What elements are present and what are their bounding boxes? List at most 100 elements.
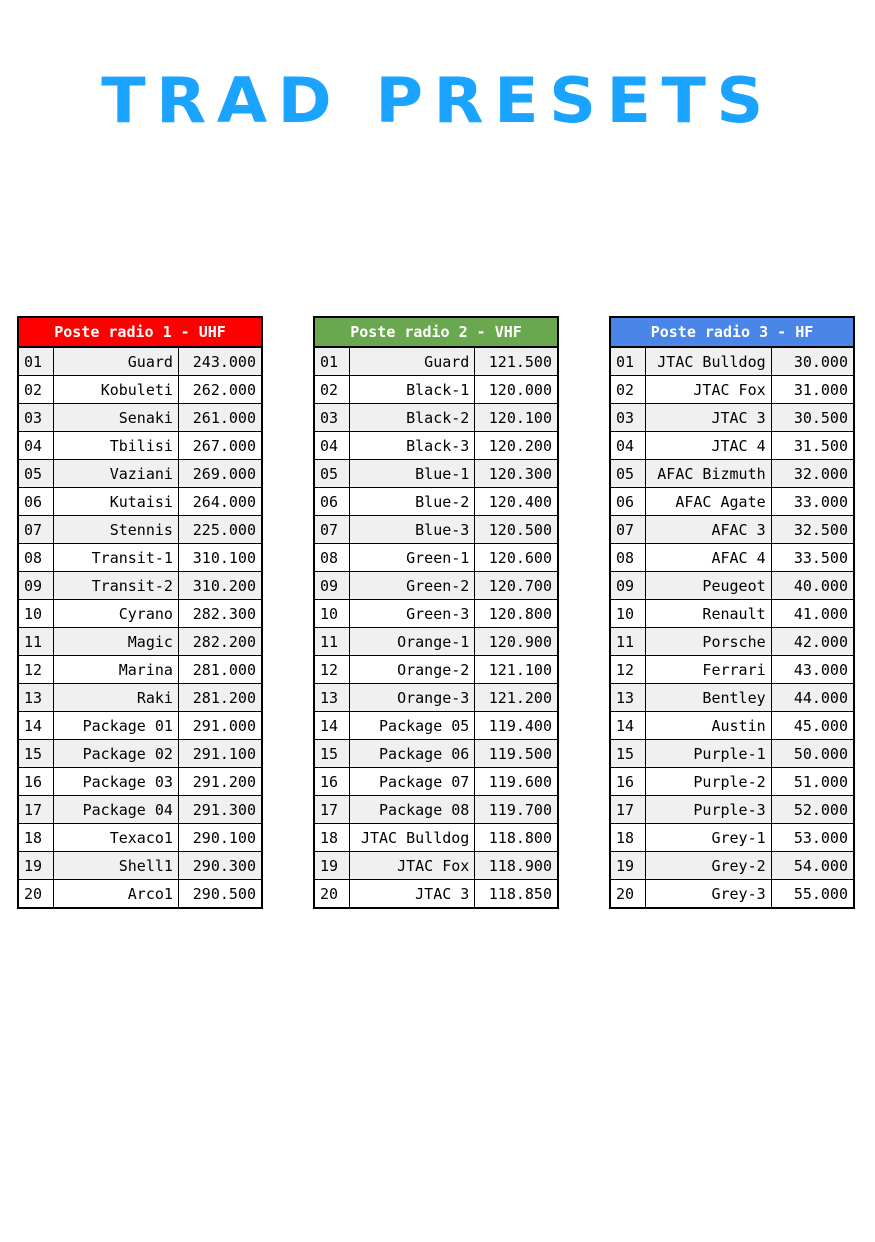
preset-name: Kutaisi bbox=[53, 487, 179, 516]
preset-number: 15 bbox=[17, 739, 55, 768]
preset-number: 01 bbox=[609, 346, 647, 376]
table-row: 09 Peugeot 40.000 bbox=[609, 571, 855, 600]
preset-name: Package 07 bbox=[348, 767, 476, 796]
table-row: 06 AFAC Agate 33.000 bbox=[609, 487, 855, 516]
table-row: 16 Package 03 291.200 bbox=[17, 767, 263, 796]
table-row: 02 JTAC Fox 31.000 bbox=[609, 375, 855, 404]
page-title: TRAD PRESETS bbox=[101, 64, 774, 137]
preset-frequency: 120.700 bbox=[474, 571, 560, 600]
preset-name: Purple-3 bbox=[645, 795, 772, 824]
preset-frequency: 50.000 bbox=[770, 739, 855, 768]
preset-number: 08 bbox=[312, 543, 350, 572]
preset-frequency: 310.200 bbox=[177, 571, 263, 600]
preset-name: Purple-1 bbox=[645, 739, 772, 768]
table-row: 09 Transit-2 310.200 bbox=[17, 571, 263, 600]
table-row: 14 Package 01 291.000 bbox=[17, 711, 263, 740]
preset-frequency: 120.500 bbox=[474, 515, 560, 544]
preset-frequency: 33.000 bbox=[770, 487, 855, 516]
preset-number: 16 bbox=[17, 767, 55, 796]
preset-number: 08 bbox=[609, 543, 647, 572]
preset-number: 08 bbox=[17, 543, 55, 572]
preset-name: Green-1 bbox=[348, 543, 476, 572]
preset-frequency: 54.000 bbox=[770, 851, 855, 880]
preset-number: 09 bbox=[312, 571, 350, 600]
preset-frequency: 118.850 bbox=[474, 879, 560, 909]
table-row: 02 Kobuleti 262.000 bbox=[17, 375, 263, 404]
preset-frequency: 45.000 bbox=[770, 711, 855, 740]
table-row: 11 Orange-1 120.900 bbox=[312, 627, 560, 656]
table-row: 14 Austin 45.000 bbox=[609, 711, 855, 740]
preset-number: 05 bbox=[312, 459, 350, 488]
preset-frequency: 267.000 bbox=[177, 431, 263, 460]
preset-name: JTAC 3 bbox=[645, 403, 772, 432]
preset-name: Shell1 bbox=[53, 851, 179, 880]
preset-frequency: 243.000 bbox=[177, 346, 263, 376]
preset-number: 17 bbox=[17, 795, 55, 824]
table-row: 17 Purple-3 52.000 bbox=[609, 795, 855, 824]
preset-frequency: 120.600 bbox=[474, 543, 560, 572]
preset-number: 19 bbox=[609, 851, 647, 880]
table-row: 04 Tbilisi 267.000 bbox=[17, 431, 263, 460]
preset-frequency: 281.200 bbox=[177, 683, 263, 712]
preset-frequency: 269.000 bbox=[177, 459, 263, 488]
table-row: 05 AFAC Bizmuth 32.000 bbox=[609, 459, 855, 488]
preset-frequency: 41.000 bbox=[770, 599, 855, 628]
table-header: Poste radio 3 - HF bbox=[609, 316, 855, 348]
preset-number: 20 bbox=[312, 879, 350, 909]
preset-number: 06 bbox=[312, 487, 350, 516]
preset-name: Green-2 bbox=[348, 571, 476, 600]
preset-frequency: 290.300 bbox=[177, 851, 263, 880]
preset-number: 13 bbox=[312, 683, 350, 712]
table-row: 04 JTAC 4 31.500 bbox=[609, 431, 855, 460]
preset-name: Black-2 bbox=[348, 403, 476, 432]
preset-name: JTAC 4 bbox=[645, 431, 772, 460]
preset-frequency: 30.500 bbox=[770, 403, 855, 432]
preset-name: Magic bbox=[53, 627, 179, 656]
table-row: 04 Black-3 120.200 bbox=[312, 431, 560, 460]
preset-name: Orange-1 bbox=[348, 627, 476, 656]
preset-number: 11 bbox=[609, 627, 647, 656]
preset-number: 07 bbox=[609, 515, 647, 544]
preset-name: Transit-2 bbox=[53, 571, 179, 600]
table-row: 01 JTAC Bulldog 30.000 bbox=[609, 346, 855, 376]
table-row: 18 Texaco1 290.100 bbox=[17, 823, 263, 852]
preset-frequency: 282.300 bbox=[177, 599, 263, 628]
table-row: 13 Orange-3 121.200 bbox=[312, 683, 560, 712]
preset-frequency: 53.000 bbox=[770, 823, 855, 852]
preset-frequency: 120.800 bbox=[474, 599, 560, 628]
preset-name: Blue-2 bbox=[348, 487, 476, 516]
preset-frequency: 261.000 bbox=[177, 403, 263, 432]
preset-frequency: 264.000 bbox=[177, 487, 263, 516]
preset-name: JTAC Bulldog bbox=[348, 823, 476, 852]
preset-name: Orange-2 bbox=[348, 655, 476, 684]
preset-frequency: 31.500 bbox=[770, 431, 855, 460]
preset-number: 02 bbox=[17, 375, 55, 404]
preset-number: 17 bbox=[609, 795, 647, 824]
preset-number: 12 bbox=[609, 655, 647, 684]
preset-number: 06 bbox=[609, 487, 647, 516]
preset-number: 10 bbox=[609, 599, 647, 628]
preset-name: JTAC Fox bbox=[348, 851, 476, 880]
table-hf: Poste radio 3 - HF 01 JTAC Bulldog 30.000 0… bbox=[609, 316, 855, 909]
preset-name: Grey-2 bbox=[645, 851, 772, 880]
preset-frequency: 291.200 bbox=[177, 767, 263, 796]
preset-frequency: 30.000 bbox=[770, 346, 855, 376]
table-row: 19 Shell1 290.300 bbox=[17, 851, 263, 880]
preset-number: 01 bbox=[312, 346, 350, 376]
preset-name: Austin bbox=[645, 711, 772, 740]
preset-frequency: 42.000 bbox=[770, 627, 855, 656]
preset-number: 13 bbox=[609, 683, 647, 712]
table-row: 08 AFAC 4 33.500 bbox=[609, 543, 855, 572]
table-row: 07 AFAC 3 32.500 bbox=[609, 515, 855, 544]
preset-number: 04 bbox=[17, 431, 55, 460]
table-row: 01 Guard 243.000 bbox=[17, 346, 263, 376]
preset-number: 02 bbox=[312, 375, 350, 404]
preset-name: Green-3 bbox=[348, 599, 476, 628]
table-row: 15 Purple-1 50.000 bbox=[609, 739, 855, 768]
table-vhf: Poste radio 2 - VHF 01 Guard 121.500 02 Blac… bbox=[312, 316, 560, 909]
preset-name: Transit-1 bbox=[53, 543, 179, 572]
table-row: 03 Senaki 261.000 bbox=[17, 403, 263, 432]
table-row: 11 Porsche 42.000 bbox=[609, 627, 855, 656]
table-header: Poste radio 1 - UHF bbox=[17, 316, 263, 348]
table-row: 15 Package 06 119.500 bbox=[312, 739, 560, 768]
